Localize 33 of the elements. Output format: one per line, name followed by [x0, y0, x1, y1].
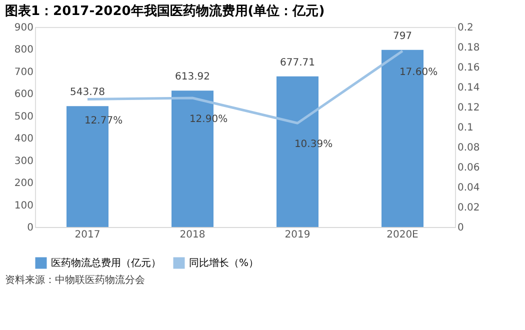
data-label: 677.71: [280, 57, 315, 68]
x-tick-label: 2017: [74, 230, 100, 240]
data-label: 543.78: [70, 87, 105, 98]
legend-label: 医药物流总费用（亿元）: [51, 257, 161, 269]
y-tick-label: 900: [14, 22, 34, 34]
x-tick-label: 2018: [180, 230, 206, 240]
y-tick-label: 300: [14, 156, 34, 167]
y-tick-label: 500: [14, 111, 34, 122]
y2-tick-label: 0.1: [458, 122, 474, 134]
y2-tick-label: 0.08: [458, 142, 480, 154]
x-tick-label: 2020E: [386, 230, 418, 240]
y-tick-label: 400: [14, 134, 34, 145]
y2-tick-label: 0.06: [458, 162, 480, 174]
x-tick-label: 2019: [284, 230, 310, 240]
y2-tick-label: 0.18: [458, 42, 480, 54]
y2-tick-label: 0.04: [458, 182, 480, 194]
y-tick-label: 200: [14, 178, 34, 190]
y-tick-label: 800: [14, 44, 34, 56]
y2-tick-label: 0.2: [458, 22, 474, 34]
y-tick-label: 700: [14, 66, 34, 78]
y-tick-label: 600: [14, 89, 34, 100]
y2-tick-label: 0.02: [458, 202, 480, 214]
data-label: 613.92: [175, 72, 210, 83]
chart-title: 图表1：2017-2020年我国医药物流费用(单位：亿元): [5, 3, 325, 19]
y2-tick-label: 0.16: [458, 62, 480, 74]
y-tick-label: 100: [14, 200, 34, 212]
y-tick-label: 0: [27, 222, 34, 234]
text: 资料来源：中物联医药物流分会: [5, 274, 145, 286]
y2-tick-label: 0: [458, 222, 464, 234]
legend-label: 同比增长（%）: [189, 257, 259, 269]
y2-tick-label: 0.12: [458, 102, 480, 114]
data-label: 797: [392, 30, 412, 42]
y2-tick-label: 0.14: [458, 82, 480, 94]
